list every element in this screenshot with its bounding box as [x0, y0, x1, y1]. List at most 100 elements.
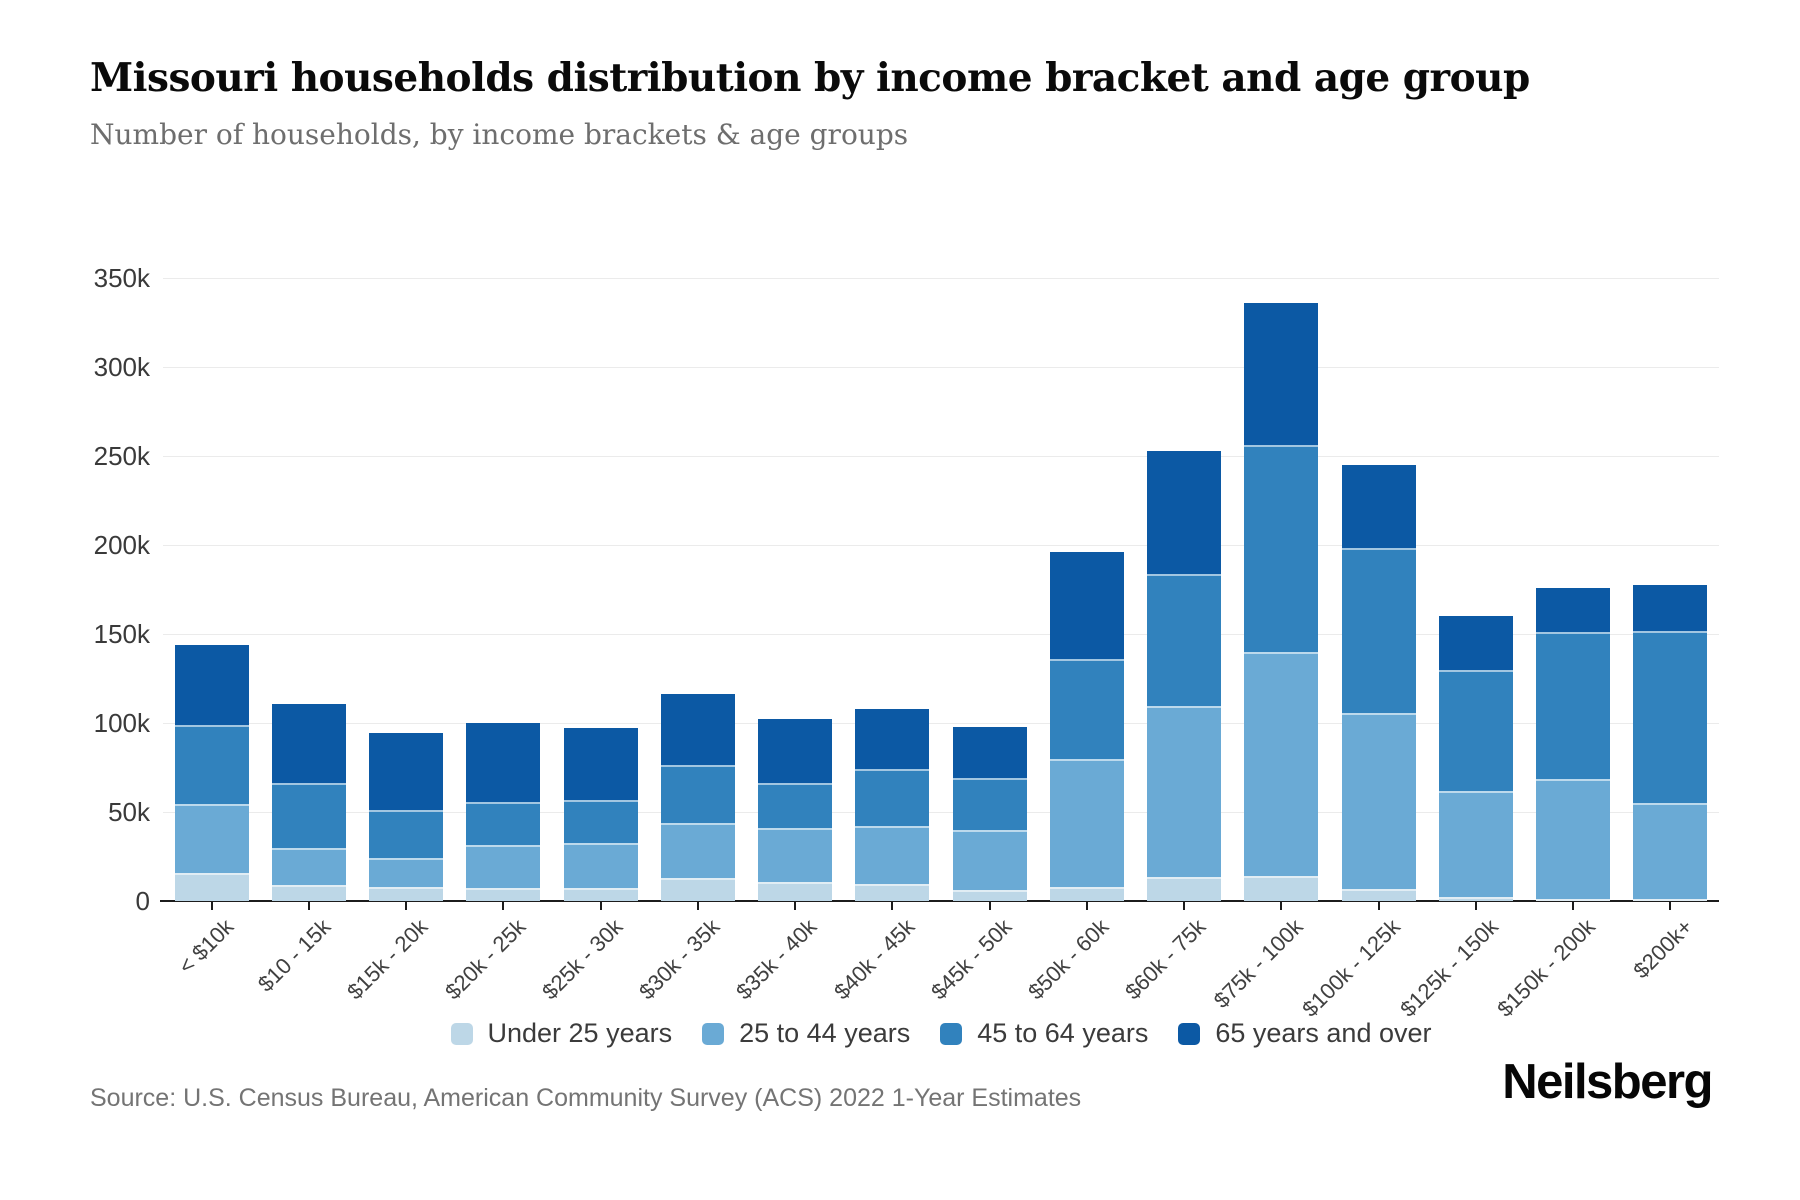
bar-segment [1536, 779, 1611, 899]
legend-item-under-25-years[interactable]: Under 25 years [450, 1018, 673, 1049]
legend-item-25-to-44-years[interactable]: 25 to 44 years [702, 1018, 910, 1049]
x-axis-category-label: $35k - 40k [731, 914, 822, 1005]
y-axis-tick-label: 250k [93, 441, 150, 471]
bar-segment [758, 718, 833, 783]
bar-segment [1244, 876, 1319, 901]
bar-segment [466, 801, 541, 846]
bar-segment [1536, 898, 1611, 901]
gridline [163, 634, 1719, 635]
bar-segment [758, 782, 833, 828]
x-axis-tick [405, 902, 408, 910]
bar-segment [466, 887, 541, 901]
x-axis-tick [1280, 902, 1283, 910]
y-axis-tick-label: 50k [108, 797, 150, 827]
legend-item-45-to-64-years[interactable]: 45 to 64 years [940, 1018, 1148, 1049]
bar-segment [1147, 450, 1222, 574]
x-axis-tick [1669, 902, 1672, 910]
bar-segment [1244, 445, 1319, 652]
x-axis-tick [1085, 902, 1088, 910]
bar-segment [1536, 631, 1611, 780]
bar-segment [563, 800, 638, 843]
legend-swatch [450, 1022, 473, 1045]
x-axis-category-label: $100k - 125k [1297, 914, 1406, 1022]
bar-segment [563, 728, 638, 801]
bar-segment [174, 803, 249, 874]
x-axis-category-label: $125k - 150k [1394, 914, 1503, 1022]
bar-segment [271, 704, 346, 784]
gridline [163, 545, 1719, 546]
x-axis-tick [307, 902, 310, 910]
bar-segment [1341, 889, 1416, 901]
legend-swatch [702, 1022, 725, 1045]
bar-segment [855, 769, 930, 826]
bar-segment [271, 783, 346, 848]
x-axis-category-label: $15k - 20k [342, 914, 433, 1005]
bar-segment [174, 873, 249, 901]
bar-segment [1049, 658, 1124, 759]
bar-segment [1438, 896, 1513, 901]
bar-segment [1049, 886, 1124, 901]
x-axis-category-label: < $10k [173, 914, 239, 979]
y-axis-tick-label: 350k [93, 263, 150, 293]
bar-segment [1341, 548, 1416, 714]
y-axis-tick-label: 0 [135, 886, 150, 916]
bar-segment [563, 842, 638, 889]
bar-segment [855, 825, 930, 885]
gridline [163, 723, 1719, 724]
gridline [163, 367, 1719, 368]
bar-segment [1341, 713, 1416, 890]
chart-legend: Under 25 years 25 to 44 years 45 to 64 yea… [163, 1018, 1719, 1049]
x-axis-tick [988, 902, 991, 910]
legend-item-65-years-and-over[interactable]: 65 years and over [1178, 1018, 1432, 1049]
x-axis-tick [599, 902, 602, 910]
x-axis-tick [502, 902, 505, 910]
bar-segment [369, 809, 444, 858]
bar-segment [271, 847, 346, 886]
bar-segment [758, 881, 833, 901]
x-axis-category-label: $40k - 45k [828, 914, 920, 1005]
y-axis-tick-label: 200k [93, 530, 150, 560]
bar-segment [952, 829, 1027, 891]
bar-segment [1633, 584, 1708, 631]
bar-segment [1438, 616, 1513, 670]
bar-segment [660, 877, 735, 901]
source-note: Source: U.S. Census Bureau, American Com… [90, 1084, 1082, 1112]
x-axis-category-label: $200k+ [1627, 914, 1698, 984]
legend-label: 45 to 64 years [977, 1018, 1149, 1048]
bar-segment [952, 890, 1027, 901]
bar-segment [174, 644, 249, 725]
x-axis-category-label: $10 - 15k [253, 914, 336, 997]
bar-segment [855, 884, 930, 901]
x-axis-tick [1572, 902, 1575, 910]
x-axis-tick [1474, 902, 1477, 910]
y-axis-tick-label: 150k [93, 619, 150, 649]
bar-segment [1341, 464, 1416, 549]
bar-segment [952, 777, 1027, 830]
x-axis-tick [891, 902, 894, 910]
bar-segment [1536, 587, 1611, 632]
gridline [163, 812, 1719, 813]
bar-segment [174, 724, 249, 804]
bar-segment [466, 845, 541, 888]
bar-segment [1633, 803, 1708, 900]
x-axis-tick [696, 902, 699, 910]
y-axis-tick-label: 100k [93, 708, 150, 738]
bar-segment [271, 885, 346, 901]
legend-swatch [940, 1022, 963, 1045]
x-axis-category-label: $50k - 60k [1023, 914, 1114, 1005]
page-title: Missouri households distribution by inco… [90, 55, 1530, 101]
bar-segment [1147, 573, 1222, 706]
bar-segment [1049, 758, 1124, 887]
x-axis-category-label: $45k - 50k [925, 914, 1017, 1005]
bar-segment [466, 723, 541, 802]
x-axis-category-label: $20k - 25k [439, 914, 531, 1005]
legend-swatch [1178, 1022, 1201, 1045]
bar-segment [1147, 876, 1222, 901]
bar-segment [369, 886, 444, 901]
bar-segment [1438, 669, 1513, 791]
bar-segment [660, 822, 735, 878]
x-axis-tick [794, 902, 797, 910]
legend-label: Under 25 years [487, 1018, 673, 1048]
bar-segment [369, 733, 444, 810]
